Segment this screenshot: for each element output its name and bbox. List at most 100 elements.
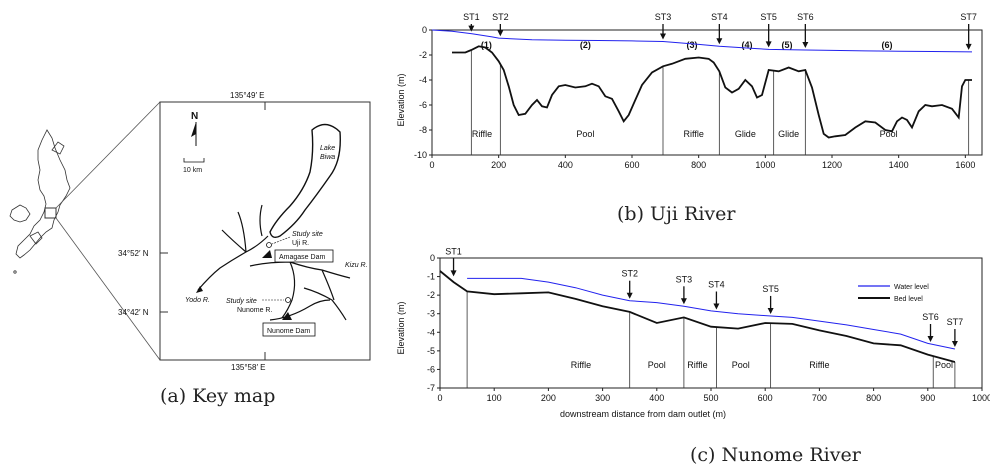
x-tick-label: 600 [624,160,639,170]
uji-site-label: Study site [292,231,323,238]
reach-label: (1) [481,40,492,50]
lake-label-2: Biwa [320,154,335,161]
y-tick-label: -2 [427,290,435,300]
reach-label: (3) [687,40,698,50]
station-label: ST2 [621,269,638,279]
x-tick-label: 200 [491,160,506,170]
arrow-head-icon [716,38,723,45]
x-tick-label: 800 [866,393,881,403]
reach-label: (5) [782,40,793,50]
lat-lower-label: 34°42′ N [118,308,149,317]
bed-level-line [439,270,956,363]
kizu-label: Kizu R. [345,262,368,269]
lake-biwa [269,123,341,239]
reach-label: (6) [882,40,893,50]
x-tick-label: 500 [703,393,718,403]
geomorph-unit-label: Pool [648,360,666,370]
water-level-line [467,277,956,350]
uji-river-label: Uji R. [292,240,309,247]
caption-b: (b) Uji River [617,203,736,225]
lat-upper-label: 34°52′ N [118,249,149,258]
x-tick-label: 400 [649,393,664,403]
geomorph-unit-label: Riffle [809,360,829,370]
station-label: ST2 [492,12,509,22]
x-tick-label: 1200 [822,160,842,170]
station-label: ST1 [445,246,462,256]
uji-site-marker [266,242,272,248]
river-network [197,204,351,321]
x-tick-label: 100 [487,393,502,403]
x-tick-label: 200 [541,393,556,403]
station-label: ST5 [760,12,777,22]
station-label: ST5 [762,284,779,294]
plot-frame [439,257,983,389]
arrow-head-icon [951,341,958,347]
nunome-dam-label: Nunome Dam [267,328,310,335]
y-tick-label: -6 [427,364,435,374]
geomorph-unit-label: Glide [778,129,799,139]
nunome-site-marker [285,297,291,303]
station-label: ST4 [708,279,725,289]
station-label: ST6 [922,312,939,322]
nunome-ylabel: Elevation (m) [396,301,406,354]
x-tick-label: 1400 [889,160,909,170]
x-tick-label: 1000 [755,160,775,170]
y-tick-label: 0 [430,253,435,263]
compass-label: N [191,111,198,122]
y-tick-label: -8 [419,125,427,135]
station-label: ST3 [655,12,672,22]
station-label: ST4 [711,12,728,22]
y-tick-label: -3 [427,309,435,319]
amagase-label: Amagase Dam [279,254,325,261]
y-tick-label: 0 [422,25,427,35]
geomorph-unit-label: Glide [735,129,756,139]
legend-water: Water level [894,284,929,291]
x-tick-label: 400 [558,160,573,170]
x-tick-label: 600 [758,393,773,403]
geomorph-unit-label: Pool [732,360,750,370]
y-tick-label: -5 [427,346,435,356]
y-tick-label: -6 [419,100,427,110]
station-label: ST3 [676,274,693,284]
scale-label: 10 km [183,167,202,174]
x-tick-label: 0 [437,393,442,403]
nunome-xlabel: downstream distance from dam outlet (m) [560,409,726,419]
y-tick-label: -4 [419,75,427,85]
geomorph-unit-label: Pool [880,129,898,139]
north-arrow-icon: N [191,111,198,146]
uji-ylabel: Elevation (m) [396,73,406,126]
amagase-dam-icon [262,250,272,258]
caption-a: (a) Key map [160,385,276,407]
nunome-site-label: Study site [226,298,257,305]
lake-label-1: Lake [320,145,335,152]
reach-label: (4) [742,40,753,50]
geomorph-unit-label: Riffle [683,129,703,139]
arrow-head-icon [965,43,972,50]
x-tick-label: 900 [920,393,935,403]
arrow-head-icon [680,298,687,305]
nunome-river-label: Nunome R. [237,307,272,314]
geomorph-unit-label: Pool [576,129,594,139]
x-tick-label: 1600 [955,160,975,170]
y-tick-label: -1 [427,272,435,282]
arrow-head-icon [660,33,666,40]
arrow-head-icon [626,292,633,299]
inset-box [44,207,57,219]
reach-label: (2) [580,40,591,50]
arrow-head-icon [468,25,475,32]
caption-c: (c) Nunome River [690,444,861,466]
x-tick-label: 0 [429,160,434,170]
arrow-head-icon [713,303,720,310]
arrow-head-icon [497,30,504,37]
plot-frame [431,29,983,156]
x-tick-label: 300 [595,393,610,403]
x-tick-label: 700 [812,393,827,403]
yodo-label: Yodo R. [185,297,210,304]
geomorph-unit-label: Pool [935,360,953,370]
x-tick-label: 800 [691,160,706,170]
station-label: ST6 [797,12,814,22]
station-label: ST1 [463,12,480,22]
